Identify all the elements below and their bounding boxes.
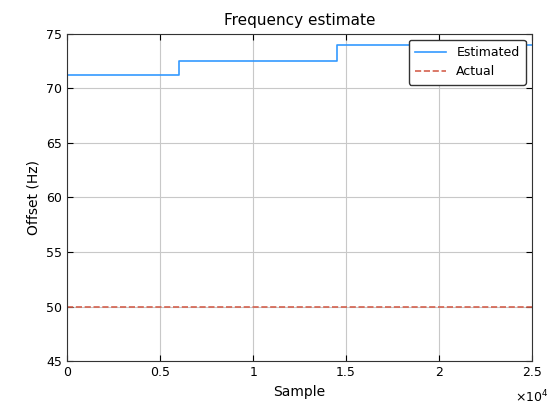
- Line: Estimated: Estimated: [67, 45, 532, 75]
- Estimated: [333, 42, 340, 47]
- X-axis label: Sample: Sample: [273, 385, 326, 399]
- Legend: Estimated, Actual: Estimated, Actual: [409, 40, 526, 84]
- Estimated: [333, 58, 340, 63]
- Estimated: [64, 73, 71, 78]
- Y-axis label: Offset (Hz): Offset (Hz): [27, 160, 41, 235]
- Estimated: [175, 73, 182, 78]
- Estimated: [175, 58, 182, 63]
- Text: $\times10^4$: $\times10^4$: [515, 389, 549, 406]
- Estimated: [529, 42, 535, 47]
- Title: Frequency estimate: Frequency estimate: [224, 13, 375, 28]
